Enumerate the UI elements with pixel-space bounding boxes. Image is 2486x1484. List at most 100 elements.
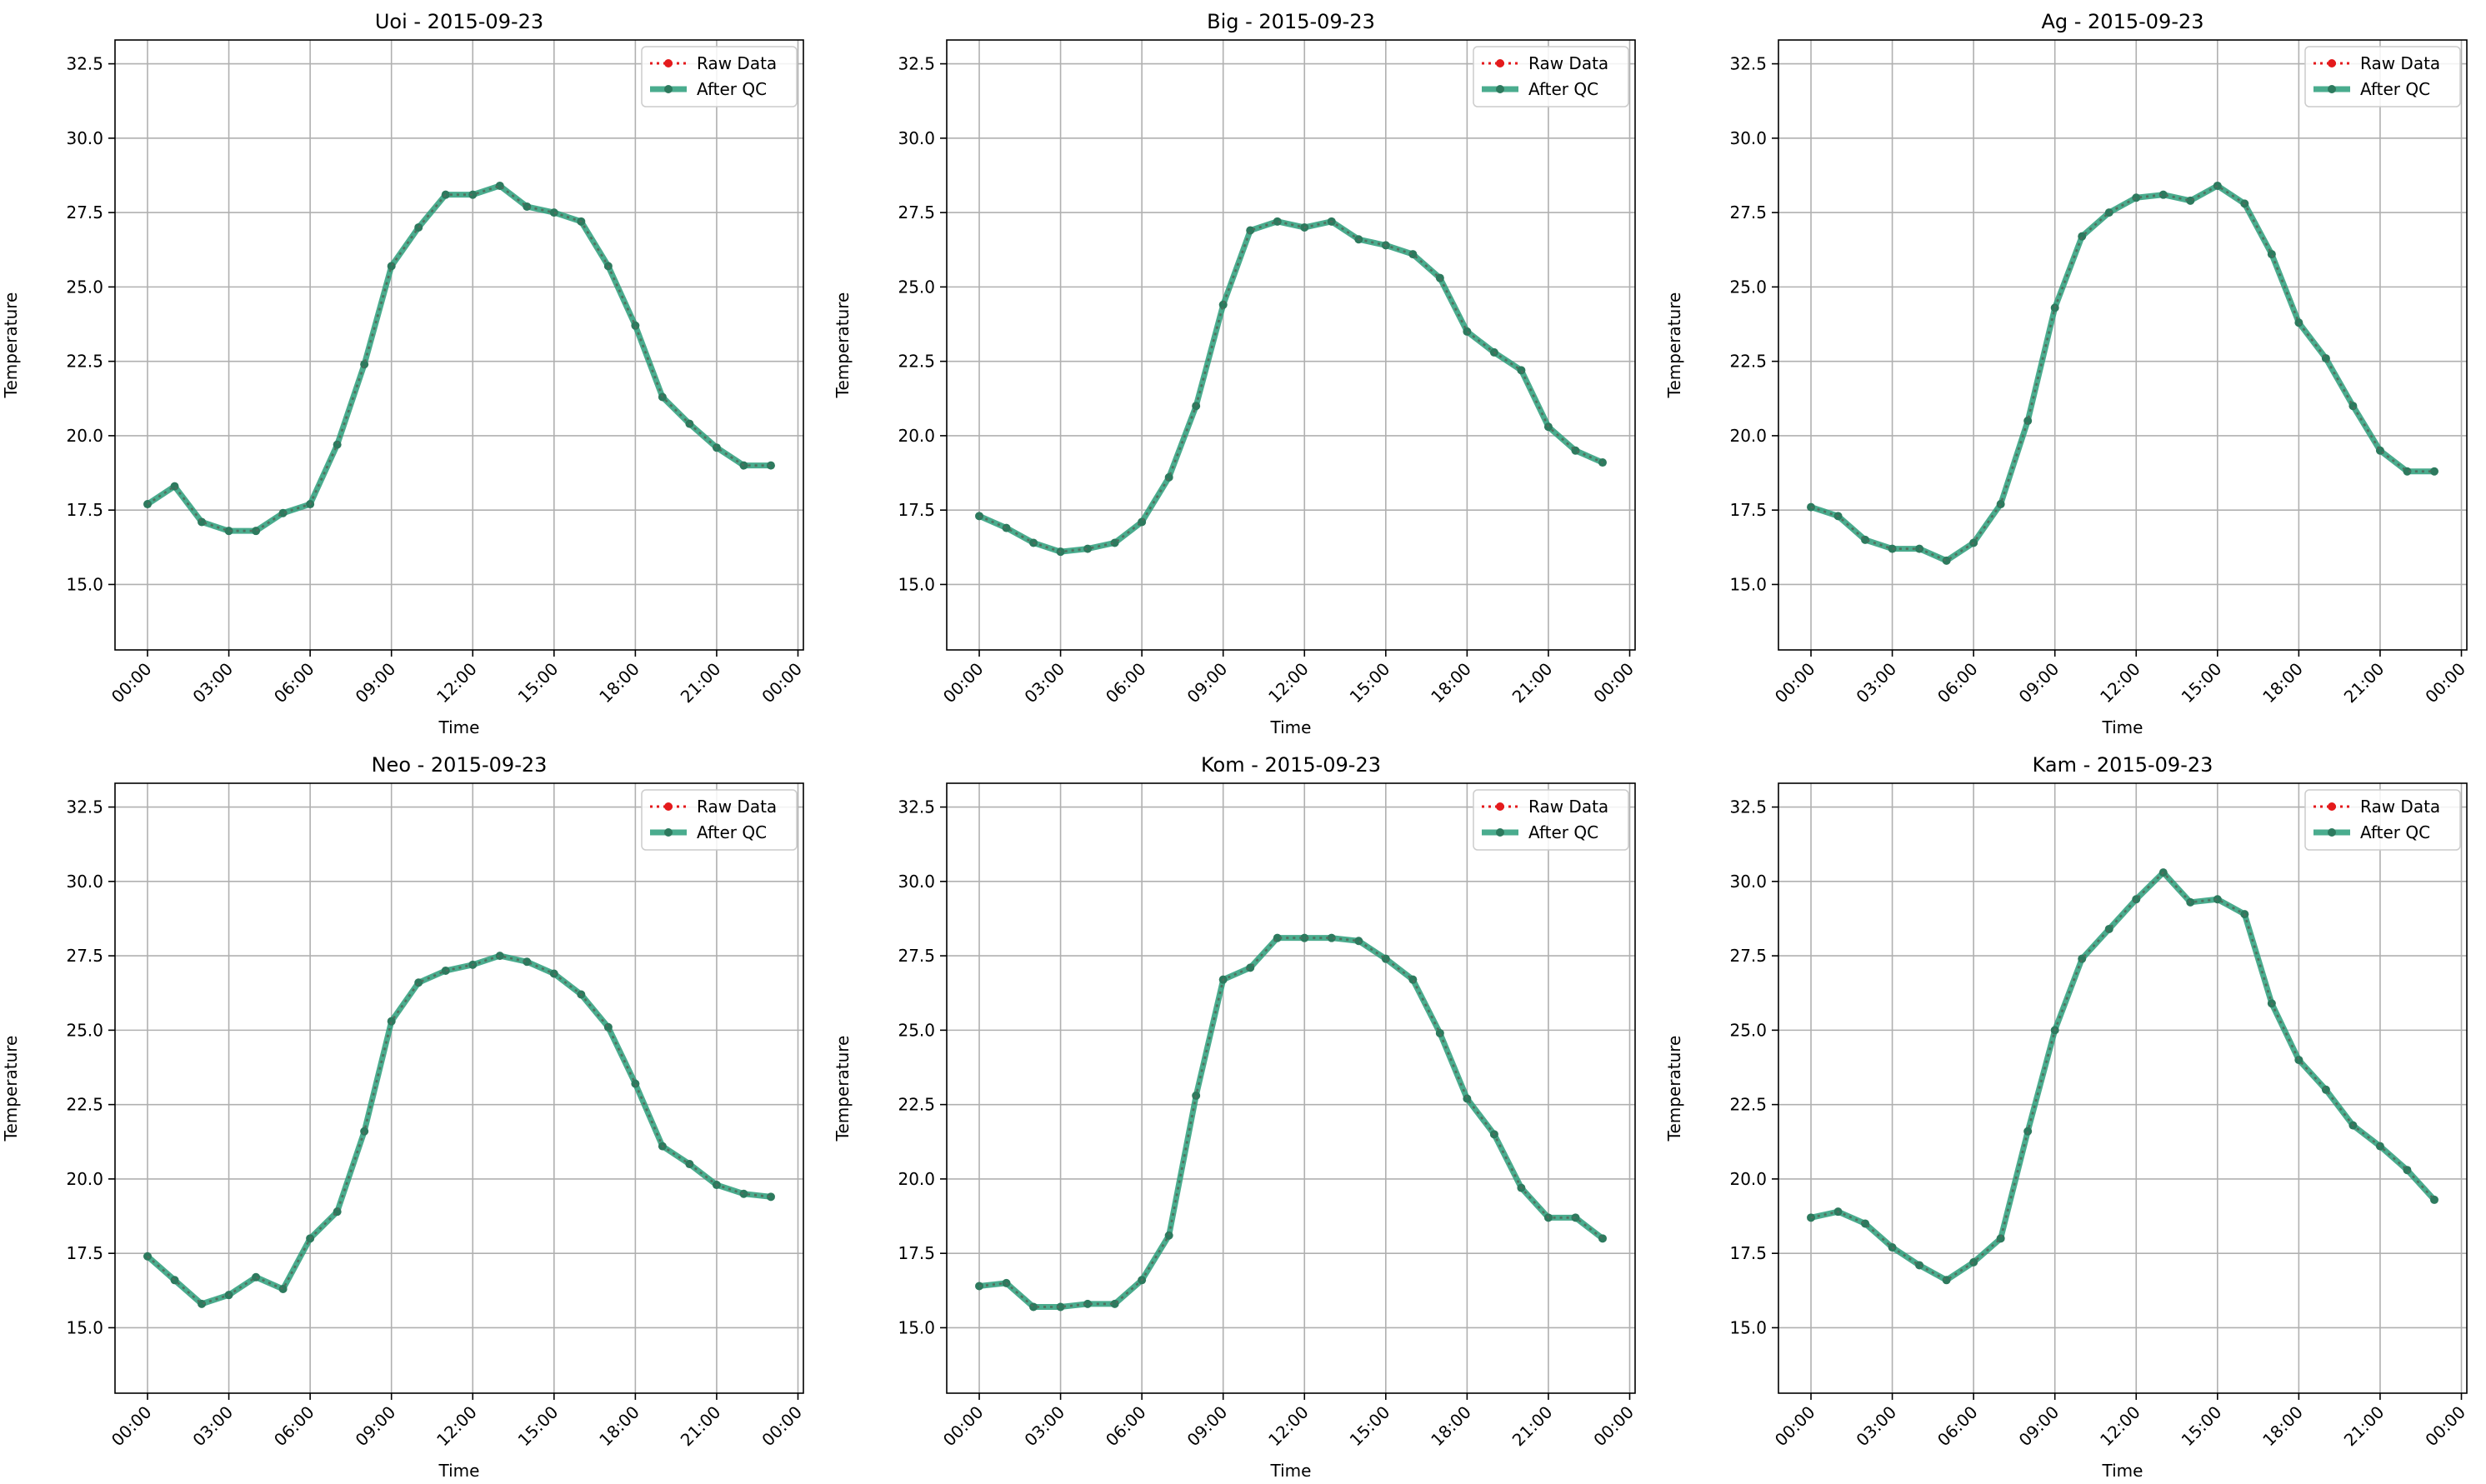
- subplot-title: Ag - 2015-09-23: [2041, 10, 2203, 33]
- legend-label-after-qc: After QC: [1528, 822, 1598, 842]
- grid-lines: [947, 40, 1635, 650]
- x-tick-label: 09:00: [2015, 659, 2063, 707]
- x-tick-label: 00:00: [108, 659, 156, 707]
- data-point-after-qc: [2078, 954, 2087, 963]
- series-line-raw-data: [1810, 184, 2434, 562]
- data-point-after-qc: [549, 208, 558, 217]
- x-tick-label: 06:00: [1933, 659, 1982, 707]
- y-tick-label: 30.0: [898, 872, 935, 892]
- data-point-after-qc: [1463, 1094, 1472, 1103]
- y-tick-label: 25.0: [66, 1020, 103, 1040]
- data-point-after-qc: [2429, 1195, 2438, 1204]
- x-tick-label: 21:00: [1508, 659, 1557, 707]
- legend-label-raw-data: Raw Data: [697, 797, 777, 817]
- x-tick-label: 18:00: [2258, 659, 2307, 707]
- data-point-after-qc: [414, 978, 423, 987]
- y-tick-label: 17.5: [898, 500, 935, 520]
- y-tick-label: 22.5: [898, 1095, 935, 1115]
- y-tick-label: 25.0: [1729, 1020, 1767, 1040]
- data-point-after-qc: [766, 461, 775, 470]
- y-tick-label: 30.0: [1729, 128, 1767, 148]
- x-tick-label: 03:00: [1020, 1402, 1068, 1451]
- after-qc-points: [1807, 868, 2438, 1285]
- series-overlay-raw: [978, 937, 1603, 1308]
- legend-label-raw-data: Raw Data: [1528, 797, 1608, 817]
- legend-marker-raw-data: [664, 59, 673, 67]
- data-point-after-qc: [1083, 544, 1093, 553]
- axes-frame: [1778, 782, 2468, 1394]
- x-tick-label: 21:00: [2340, 1402, 2388, 1451]
- data-point-after-qc: [252, 1272, 261, 1282]
- raw-data-points: [143, 952, 775, 1308]
- data-point-after-qc: [387, 262, 396, 271]
- x-tick-label: 09:00: [1183, 1402, 1232, 1451]
- series-overlay-raw: [1810, 184, 2434, 562]
- x-tick-label: 12:00: [433, 1402, 481, 1451]
- data-point-after-qc: [360, 1127, 369, 1136]
- series-line-after-qc: [978, 218, 1604, 555]
- data-point-after-qc: [1435, 273, 1444, 282]
- raw-data-points: [143, 182, 775, 535]
- x-tick-label: 12:00: [1264, 659, 1313, 707]
- y-tick-label: 27.5: [66, 202, 103, 222]
- legend-marker-after-qc: [2328, 828, 2336, 837]
- y-tick-label: 30.0: [1729, 872, 1767, 892]
- y-tick-label: 32.5: [1729, 54, 1767, 74]
- axes-frame: [114, 782, 804, 1394]
- series-overlay-raw: [1810, 871, 2435, 1282]
- data-point-after-qc: [2158, 190, 2168, 199]
- x-tick-label: 00:00: [2421, 659, 2469, 707]
- data-point-after-qc: [1273, 217, 1282, 226]
- axes-frame: [946, 782, 1636, 1394]
- y-axis-label: Temperature: [1, 1036, 21, 1142]
- data-point-after-qc: [2294, 318, 2303, 327]
- data-point-after-qc: [198, 1299, 207, 1308]
- y-tick-label: 25.0: [66, 277, 103, 297]
- x-tick-label: 00:00: [108, 1402, 156, 1451]
- grid-lines: [115, 783, 803, 1393]
- y-tick-label: 22.5: [66, 1095, 103, 1115]
- legend-marker-after-qc: [664, 85, 673, 93]
- legend-label-raw-data: Raw Data: [2360, 797, 2440, 817]
- data-point-after-qc: [278, 1285, 288, 1294]
- x-tick-label: 06:00: [270, 1402, 318, 1451]
- data-point-after-qc: [468, 190, 478, 199]
- y-tick-label: 20.0: [66, 426, 103, 446]
- data-point-after-qc: [1218, 300, 1228, 309]
- y-tick-label: 17.5: [66, 500, 103, 520]
- y-tick-label: 30.0: [66, 872, 103, 892]
- x-tick-label: 00:00: [1771, 1402, 1819, 1451]
- x-tick-label: 06:00: [1933, 1402, 1982, 1451]
- x-tick-label: 18:00: [1427, 659, 1475, 707]
- grid-lines: [947, 783, 1635, 1393]
- y-axis-label: Temperature: [1664, 292, 1684, 399]
- after-qc-points: [975, 217, 1607, 557]
- data-point-after-qc: [1996, 500, 2005, 509]
- x-tick-label: 03:00: [1020, 659, 1068, 707]
- data-point-after-qc: [2267, 250, 2276, 259]
- legend-marker-raw-data: [2328, 802, 2336, 811]
- data-point-after-qc: [495, 952, 504, 961]
- axes-frame: [1778, 39, 2468, 651]
- subplot-ag: 00:00 03:00 06:00 09:00 12:00 15:00 18:00 21:00…: [1664, 10, 2469, 737]
- y-tick-label: 25.0: [898, 1020, 935, 1040]
- subplot-neo: 00:00 03:00 06:00 09:00 12:00 15:00 18:00 21:00…: [1, 753, 806, 1481]
- y-tick-label: 30.0: [898, 128, 935, 148]
- series-line-after-qc: [146, 182, 771, 534]
- raw-data-points: [1807, 868, 2438, 1284]
- y-tick-label: 22.5: [1729, 352, 1767, 372]
- after-qc-points: [143, 181, 775, 536]
- legend-marker-after-qc: [1496, 85, 1504, 93]
- data-point-after-qc: [2348, 402, 2358, 411]
- x-tick-label: 15:00: [1346, 659, 1394, 707]
- data-point-after-qc: [1300, 933, 1309, 942]
- subplot-title: Kam - 2015-09-23: [2033, 753, 2213, 777]
- x-tick-label: 18:00: [595, 659, 643, 707]
- y-tick-label: 17.5: [66, 1243, 103, 1263]
- legend: Raw Data After QC: [641, 789, 798, 851]
- y-tick-label: 22.5: [898, 352, 935, 372]
- data-point-after-qc: [387, 1017, 396, 1026]
- axes-frame: [114, 39, 804, 651]
- x-tick-label: 00:00: [758, 1402, 806, 1451]
